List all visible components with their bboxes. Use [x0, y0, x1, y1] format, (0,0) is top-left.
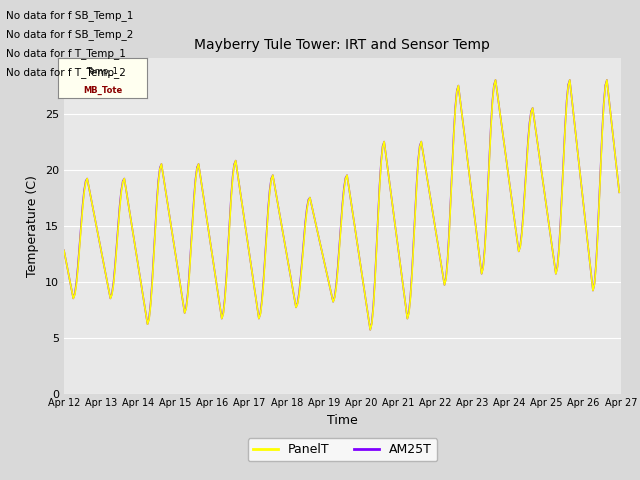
PanelT: [492, 77, 499, 83]
PanelT: [303, 207, 310, 213]
AM25T: [226, 220, 234, 226]
AM25T: [366, 327, 374, 333]
PanelT: [60, 248, 68, 253]
Line: PanelT: PanelT: [64, 80, 620, 330]
Text: MB_Tote: MB_Tote: [83, 85, 122, 95]
PanelT: [244, 242, 252, 248]
Text: No data for f SB_Temp_2: No data for f SB_Temp_2: [6, 29, 134, 40]
Title: Mayberry Tule Tower: IRT and Sensor Temp: Mayberry Tule Tower: IRT and Sensor Temp: [195, 38, 490, 52]
X-axis label: Time: Time: [327, 414, 358, 427]
Text: No data for f SB_Temp_1: No data for f SB_Temp_1: [6, 10, 134, 21]
PanelT: [128, 224, 136, 230]
AM25T: [60, 248, 68, 253]
PanelT: [616, 190, 623, 195]
Text: No data for f T_Temp_1: No data for f T_Temp_1: [6, 48, 126, 59]
AM25T: [492, 77, 499, 83]
Y-axis label: Temperature (C): Temperature (C): [26, 175, 40, 276]
Legend: PanelT, AM25T: PanelT, AM25T: [248, 438, 437, 461]
AM25T: [253, 305, 261, 311]
PanelT: [366, 327, 374, 333]
AM25T: [588, 274, 595, 279]
PanelT: [588, 274, 595, 279]
AM25T: [244, 242, 252, 248]
Line: AM25T: AM25T: [64, 80, 620, 330]
AM25T: [303, 205, 310, 211]
AM25T: [616, 190, 623, 195]
PanelT: [226, 223, 234, 229]
Text: Temp_1: Temp_1: [86, 67, 118, 76]
AM25T: [128, 224, 136, 230]
PanelT: [253, 305, 261, 311]
Text: No data for f T_Temp_2: No data for f T_Temp_2: [6, 67, 126, 78]
